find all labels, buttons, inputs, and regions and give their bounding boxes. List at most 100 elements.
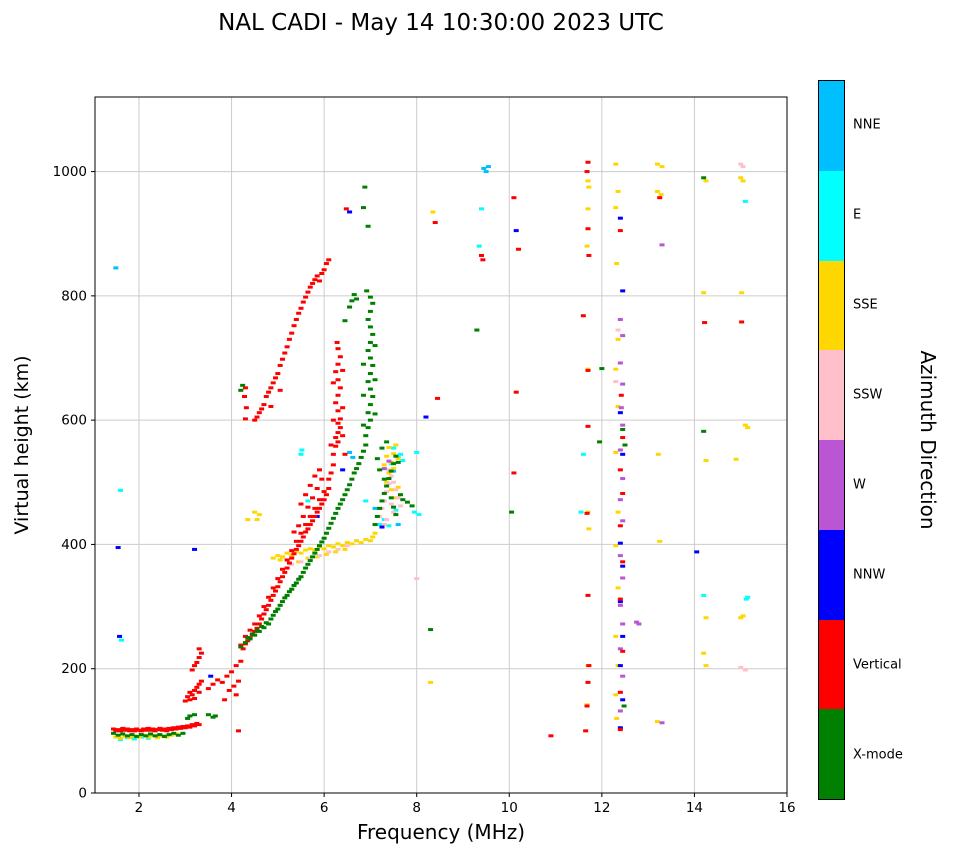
x-tick-label: 8	[412, 800, 421, 816]
scatter-point-sse	[254, 518, 260, 522]
scatter-point-sse	[584, 244, 590, 248]
scatter-point-vertical	[303, 523, 309, 527]
scatter-point-w	[617, 448, 623, 452]
scatter-point-vertical	[480, 258, 486, 262]
scatter-point-nnw	[513, 229, 519, 233]
scatter-point-x-mode	[360, 449, 366, 453]
x-tick-label: 2	[135, 800, 144, 816]
scatter-point-vertical	[226, 688, 232, 692]
scatter-point-x-mode	[379, 499, 385, 503]
scatter-point-x-mode	[115, 733, 121, 737]
scatter-point-vertical	[323, 262, 329, 266]
scatter-point-vertical	[479, 253, 485, 257]
scatter-point-x-mode	[300, 570, 306, 574]
scatter-point-vertical	[187, 725, 193, 729]
scatter-point-x-mode	[360, 362, 366, 366]
scatter-point-vertical	[293, 539, 299, 543]
scatter-point-sse	[393, 443, 399, 447]
scatter-point-x-mode	[314, 547, 320, 551]
scatter-point-sse	[391, 452, 397, 456]
scatter-point-nnw	[347, 210, 353, 214]
scatter-point-vertical	[314, 487, 320, 490]
scatter-point-ssw	[393, 488, 399, 492]
scatter-point-sse	[367, 539, 373, 543]
scatter-point-x-mode	[289, 587, 295, 591]
scatter-point-x-mode	[312, 551, 318, 555]
scatter-point-vertical	[310, 519, 316, 523]
scatter-point-vertical	[245, 639, 251, 643]
scatter-point-vertical	[335, 409, 341, 413]
scatter-point-vertical	[298, 531, 304, 535]
scatter-point-x-mode	[365, 317, 371, 321]
scatter-point-vertical	[247, 628, 253, 632]
scatter-point-vertical	[242, 395, 248, 399]
scatter-point-vertical	[157, 726, 163, 730]
x-tick-label: 10	[501, 800, 518, 816]
scatter-point-vertical	[252, 622, 258, 626]
scatter-point-vertical	[310, 281, 316, 285]
scatter-point-vertical	[620, 560, 626, 564]
scatter-point-vertical	[333, 401, 339, 405]
scatter-point-vertical	[284, 558, 290, 562]
scatter-point-vertical	[617, 728, 623, 732]
scatter-point-nne	[483, 170, 489, 174]
scatter-point-sse	[613, 693, 619, 697]
scatter-point-w	[617, 317, 623, 321]
scatter-point-nnw	[192, 547, 198, 551]
scatter-point-vertical	[196, 723, 202, 727]
scatter-point-x-mode	[370, 395, 376, 399]
scatter-point-vertical	[586, 253, 592, 257]
scatter-point-x-mode	[365, 411, 371, 415]
scatter-point-x-mode	[360, 423, 366, 427]
colorbar-segment-sse	[819, 260, 844, 351]
scatter-point-vertical	[138, 729, 144, 733]
scatter-point-x-mode	[622, 443, 628, 447]
scatter-point-nnw	[379, 525, 385, 529]
colorbar-segment-w	[819, 440, 844, 530]
scatter-point-nnw	[115, 546, 121, 550]
scatter-point-vertical	[342, 452, 348, 456]
colorbar-label-nne: NNE	[853, 117, 881, 133]
scatter-point-nnw	[617, 600, 623, 604]
scatter-point-x-mode	[367, 309, 373, 313]
scatter-point-w	[620, 423, 626, 427]
scatter-point-vertical	[189, 693, 195, 697]
scatter-point-vertical	[192, 688, 198, 692]
scatter-point-nnw	[620, 452, 626, 456]
scatter-point-x-mode	[247, 637, 253, 641]
scatter-point-x-mode	[148, 732, 154, 736]
scatter-point-vertical	[124, 727, 130, 731]
scatter-point-vertical	[303, 530, 309, 534]
scatter-point-x-mode	[400, 498, 406, 502]
colorbar-label-e: E	[853, 207, 862, 223]
scatter-point-vertical	[256, 411, 262, 415]
scatter-point-x-mode	[261, 626, 267, 630]
colorbar-label-nnw: NNW	[853, 567, 886, 583]
scatter-point-vertical	[168, 728, 174, 732]
scatter-point-x-mode	[367, 295, 373, 299]
scatter-point-x-mode	[335, 506, 341, 510]
scatter-point-vertical	[242, 386, 248, 390]
scatter-point-x-mode	[360, 206, 366, 210]
scatter-point-sse	[701, 651, 707, 655]
scatter-point-sse	[613, 450, 619, 454]
scatter-point-sse	[615, 189, 621, 193]
scatter-point-vertical	[300, 300, 306, 304]
scatter-point-x-mode	[330, 516, 336, 520]
scatter-point-vertical	[335, 362, 341, 366]
scatter-point-sse	[703, 664, 709, 668]
scatter-point-sse	[586, 527, 592, 531]
scatter-point-x-mode	[347, 483, 353, 487]
scatter-point-vertical	[739, 320, 745, 324]
scatter-point-x-mode	[356, 462, 362, 466]
scatter-point-sse	[354, 539, 360, 543]
scatter-point-w	[636, 622, 642, 626]
scatter-point-vertical	[312, 474, 318, 478]
scatter-point-sse	[344, 541, 350, 545]
scatter-point-ssw	[414, 577, 420, 581]
scatter-point-sse	[245, 518, 251, 522]
scatter-point-w	[620, 622, 626, 626]
scatter-point-x-mode	[333, 511, 339, 515]
scatter-point-vertical	[585, 680, 591, 684]
scatter-point-sse	[384, 454, 390, 458]
